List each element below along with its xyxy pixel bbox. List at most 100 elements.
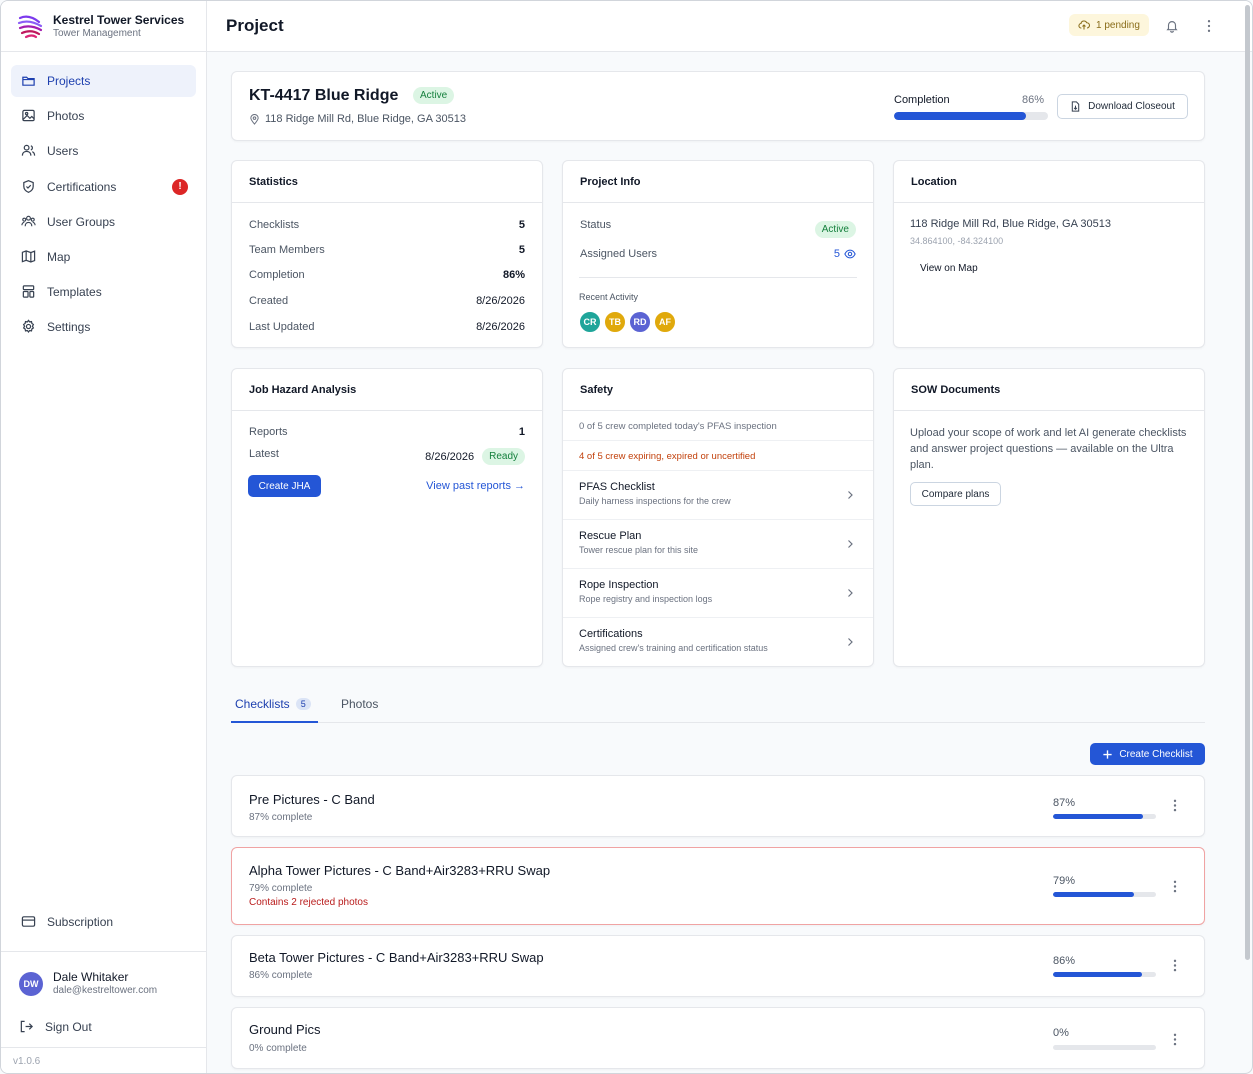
cloud-upload-icon [1078,20,1090,30]
recent-activity-avatars: CR TB RD AF [579,311,679,333]
safety-item-certifications[interactable]: Certifications Assigned crew's training … [563,618,873,666]
checklist-subtitle: 87% complete [249,812,313,823]
info-label: Assigned Users [580,248,658,260]
checklist-card[interactable]: Ground Pics 0% complete 0% [231,1007,1205,1069]
sidebar-item-user-groups[interactable]: User Groups [11,206,196,238]
sidebar-item-settings[interactable]: Settings [11,311,196,343]
sidebar-footer: Subscription DW Dale Whitaker dale@kestr… [1,905,206,1073]
user-email: dale@kestreltower.com [53,985,158,996]
more-vertical-icon[interactable] [1170,879,1180,893]
sidebar-item-photos[interactable]: Photos [11,100,196,132]
sidebar-item-certifications[interactable]: Certifications ! [11,171,196,203]
jha-value: 1 [518,426,525,438]
more-vertical-icon[interactable] [1170,1032,1180,1046]
checklist-progress-bar [1053,972,1156,977]
avatar[interactable]: CR [579,311,601,333]
more-vertical-icon[interactable] [1170,958,1180,972]
statistics-card: Statistics Checklists 5 Team Members 5 Com… [231,160,543,348]
checklist-card[interactable]: Alpha Tower Pictures - C Band+Air3283+RR… [231,847,1205,925]
info-label: Status [580,219,612,231]
gear-icon [21,319,37,335]
stat-row-checklists: Checklists 5 [249,219,525,231]
location-card: Location 118 Ridge Mill Rd, Blue Ridge, … [893,160,1205,348]
stat-row-created: Created 8/26/2026 [249,295,525,307]
user-name: Dale Whitaker [53,970,129,984]
stat-value: 5 [518,219,525,231]
bell-icon[interactable] [1164,18,1180,34]
scrollbar[interactable] [1245,5,1250,960]
more-vertical-icon[interactable] [1170,798,1180,812]
download-closeout-label: Download Closeout [1088,101,1175,112]
checklist-title: Ground Pics [249,1022,321,1037]
page-title: Project [226,16,284,35]
safety-item-rescue-plan[interactable]: Rescue Plan Tower rescue plan for this s… [563,520,873,569]
safety-warning-text: 4 of 5 crew expiring, expired or uncerti… [579,451,756,462]
more-vertical-icon[interactable] [1201,18,1217,34]
sidebar-item-map[interactable]: Map [11,241,196,273]
compare-plans-button[interactable]: Compare plans [910,482,1001,506]
sidebar-item-users[interactable]: Users [11,135,196,167]
sidebar-item-projects[interactable]: Projects [11,65,196,97]
project-address-text: 118 Ridge Mill Rd, Blue Ridge, GA 30513 [265,113,466,125]
template-icon [21,284,37,300]
safety-item-subtitle: Rope registry and inspection logs [579,594,713,604]
sidebar-nav: Projects Photos Users Certifications ! U… [1,52,206,360]
plus-icon [1103,749,1112,759]
jha-title: Job Hazard Analysis [232,369,542,411]
sidebar-item-label: Subscription [47,915,114,929]
create-jha-button[interactable]: Create JHA [248,475,321,497]
pending-label: 1 pending [1096,19,1140,31]
avatar[interactable]: RD [629,311,651,333]
view-on-map-link[interactable]: View on Map [920,263,978,274]
content-tabs: Checklists 5 Photos [231,687,1205,723]
checklist-card[interactable]: Beta Tower Pictures - C Band+Air3283+RRU… [231,935,1205,997]
create-checklist-button[interactable]: Create Checklist [1090,743,1205,765]
shield-check-icon [21,179,37,195]
safety-card: Safety 0 of 5 crew completed today's PFA… [562,368,874,667]
kestrel-logo-icon [17,15,43,39]
stat-label: Last Updated [249,321,315,333]
assigned-users-link[interactable]: 5 [834,248,856,260]
main-content: Project 1 pending KT-4417 Blue Ridge Act… [207,1,1252,1073]
sidebar-item-templates[interactable]: Templates [11,276,196,308]
brand-subtitle: Tower Management [53,27,141,39]
sign-out-button[interactable]: Sign Out [19,1019,206,1035]
safety-item-title: Certifications [579,628,643,640]
avatar: DW [19,971,43,996]
checklist-progress-fill [1053,892,1135,897]
avatar[interactable]: TB [604,311,626,333]
safety-item-rope-inspection[interactable]: Rope Inspection Rope registry and inspec… [563,569,873,618]
project-address: 118 Ridge Mill Rd, Blue Ridge, GA 30513 [249,113,466,125]
avatar[interactable]: AF [654,311,676,333]
credit-card-icon [21,914,37,930]
brand-header[interactable]: Kestrel Tower Services Tower Management [1,1,206,52]
project-info-card: Project Info Status Active Assigned User… [562,160,874,348]
certifications-alert-badge: ! [172,178,188,195]
tab-checklists[interactable]: Checklists 5 [235,697,311,711]
stat-value: 5 [518,244,525,256]
info-row-assigned-users: Assigned Users 5 [580,248,856,260]
tab-photos[interactable]: Photos [341,697,378,711]
sign-out-icon [19,1019,35,1035]
status-badge: Active [413,87,455,104]
location-coordinates: 34.864100, -84.324100 [910,236,1004,246]
safety-item-title: PFAS Checklist [579,481,655,493]
view-past-reports-link[interactable]: View past reports → [426,480,525,492]
chevron-right-icon [848,540,853,548]
safety-item-pfas-checklist[interactable]: PFAS Checklist Daily harness inspections… [563,471,873,520]
user-row[interactable]: DW Dale Whitaker dale@kestreltower.com [19,970,206,997]
pending-sync-badge[interactable]: 1 pending [1069,14,1149,36]
folder-icon [21,73,37,89]
sidebar-item-subscription[interactable]: Subscription [1,905,206,939]
stat-value: 8/26/2026 [476,321,525,333]
checklist-title: Pre Pictures - C Band [249,792,375,807]
project-title: KT-4417 Blue Ridge [249,87,399,104]
safety-title: Safety [563,369,873,411]
download-closeout-button[interactable]: Download Closeout [1057,94,1188,119]
checklist-progress-fill [1053,814,1143,819]
sow-title: SOW Documents [894,369,1204,411]
stat-value: 86% [502,269,525,281]
stat-row-team-members: Team Members 5 [249,244,525,256]
checklist-card[interactable]: Pre Pictures - C Band 87% complete 87% [231,775,1205,837]
